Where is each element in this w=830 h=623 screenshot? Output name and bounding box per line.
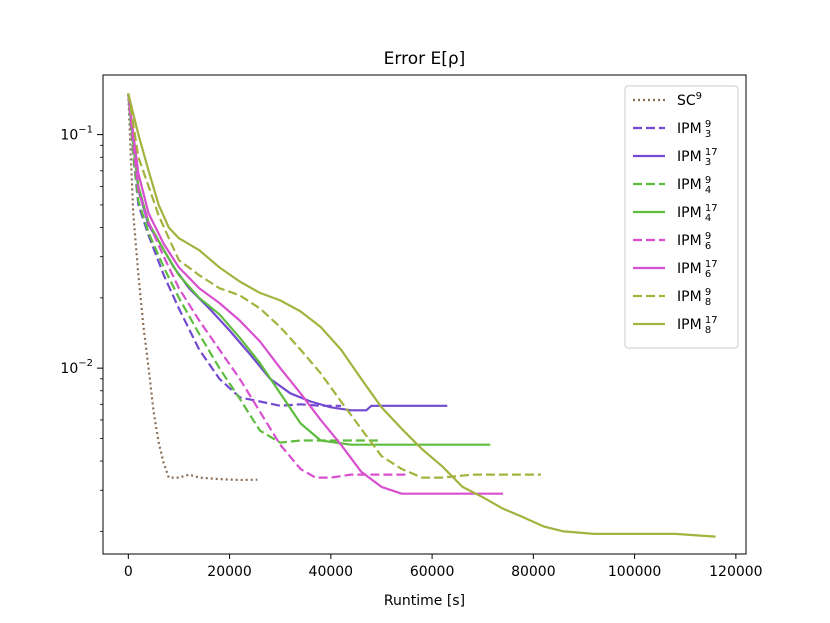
series-line-ipm-8-17	[127, 93, 716, 538]
series-line-ipm-3-17	[127, 93, 448, 412]
legend-label: IPM 17 8	[677, 315, 718, 336]
y-tick-label: 10−1	[60, 125, 93, 144]
legend-label: SC9	[677, 91, 702, 109]
x-tick-label: 120000	[709, 564, 762, 580]
legend: SC9 IPM 9 3 IPM 17 3 IPM 9 4 IPM 17 4 IPM 9 6 IPM 17 6 IPM 9…	[624, 85, 739, 349]
series-line-sc-x-9	[127, 93, 258, 482]
series-line-ipm-4-9	[127, 93, 382, 444]
legend-label: IPM 9 3	[677, 119, 711, 140]
series-line-ipm-6-9	[127, 93, 407, 479]
x-tick-label: 0	[124, 564, 133, 580]
series-line-ipm-3-9	[127, 93, 341, 407]
legend-label: IPM 17 3	[677, 147, 718, 168]
series-line-ipm-8-9	[127, 93, 541, 479]
x-tick-label: 80000	[511, 564, 556, 580]
chart-title: Error E[ρ]	[384, 49, 466, 69]
legend-label: IPM 9 4	[677, 175, 711, 196]
x-axis-label: Runtime [s]	[384, 593, 465, 609]
legend-label: IPM 9 6	[677, 231, 711, 252]
x-tick-label: 60000	[410, 564, 455, 580]
y-axis: 10−1 10−2	[60, 125, 103, 532]
series-line-ipm-4-17	[127, 93, 491, 446]
y-tick-label: 10−2	[60, 358, 93, 377]
x-axis: 0 20000 40000 60000 80000 100000 120000	[124, 554, 763, 580]
plot-lines	[127, 93, 716, 538]
x-tick-label: 40000	[309, 564, 354, 580]
x-tick-label: 100000	[608, 564, 661, 580]
x-tick-label: 20000	[207, 564, 252, 580]
legend-box	[624, 85, 739, 349]
plot-frame	[102, 74, 747, 555]
series-line-ipm-6-17	[127, 93, 503, 495]
legend-label: IPM 17 4	[677, 203, 718, 224]
legend-label: IPM 9 8	[677, 287, 711, 308]
legend-label: IPM 17 6	[677, 259, 718, 280]
